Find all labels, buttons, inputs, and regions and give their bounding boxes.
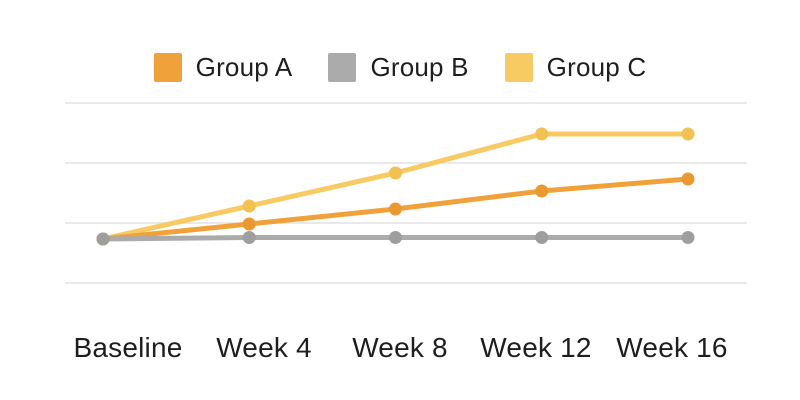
x-axis-label-baseline: Baseline [73,332,183,363]
x-axis-label-week-8: Week 8 [352,332,448,363]
data-point-group-c-week-12 [535,127,549,141]
data-point-group-c-week-16 [681,127,695,141]
legend-label: Group A [195,52,293,82]
legend-label: Group B [370,52,469,82]
data-point-group-b-week-16 [681,231,695,244]
data-point-group-c-week-8 [389,166,402,180]
data-point-group-b-baseline [96,232,110,246]
legend-item-group-a: Group A [153,52,293,83]
data-point-group-c-week-4 [242,199,256,213]
data-point-group-a-week-8 [389,202,402,216]
legend-swatch-group-a [153,53,182,82]
data-point-group-a-week-12 [535,184,549,198]
legend-item-group-c: Group C [504,52,647,83]
data-point-group-b-week-8 [389,231,402,244]
legend-swatch-group-c [504,53,533,82]
data-point-group-a-week-4 [242,217,256,231]
x-axis-label-week-12: Week 12 [480,332,592,363]
legend-label: Group C [546,52,647,82]
x-axis-label-week-16: Week 16 [616,332,728,363]
legend-swatch-group-b [328,53,357,82]
data-point-group-b-week-12 [535,231,549,244]
data-point-group-b-week-4 [242,231,256,244]
chart-legend: Group A Group B Group C [0,52,800,83]
legend-item-group-b: Group B [328,52,468,83]
data-point-group-a-week-16 [681,172,695,186]
x-axis-label-week-4: Week 4 [216,332,312,363]
x-axis-labels: Baseline Week 4 Week 8 Week 12 Week 16 [60,332,740,364]
